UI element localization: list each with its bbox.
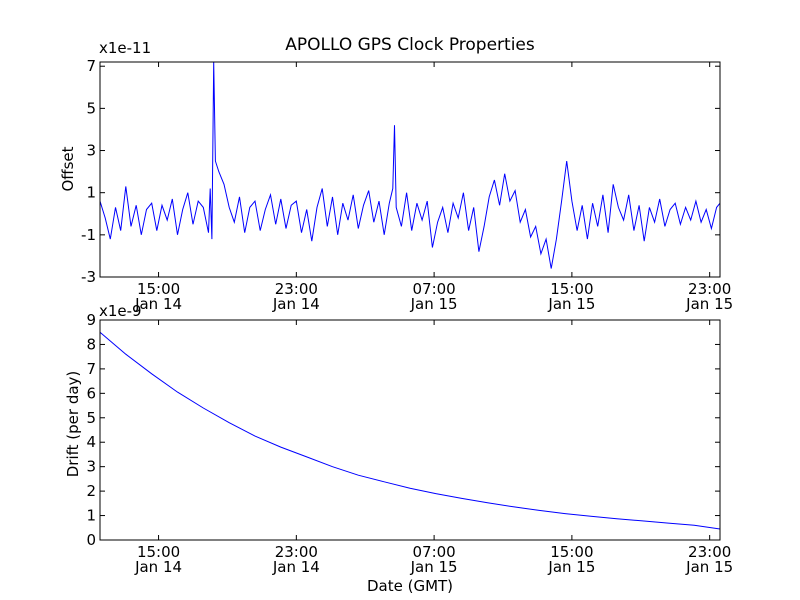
offset-y-tick-label: 1 xyxy=(86,184,96,202)
drift-series-line xyxy=(99,331,721,530)
drift-x-tick-time: 23:00 xyxy=(688,543,731,561)
drift-y-tick-label: 6 xyxy=(86,384,96,402)
drift-x-tick-time: 15:00 xyxy=(550,543,593,561)
drift-y-multiplier: x1e-9 xyxy=(99,302,142,320)
drift-y-tick-label: 8 xyxy=(86,335,96,353)
offset-y-axis-label: Offset xyxy=(59,146,77,191)
offset-x-tick-date: Jan 15 xyxy=(685,295,733,313)
drift-y-tick-label: 9 xyxy=(86,311,96,329)
offset-y-tick-label: -3 xyxy=(81,268,96,286)
drift-x-tick-date: Jan 15 xyxy=(685,558,733,576)
drift-x-tick-time: 07:00 xyxy=(412,543,455,561)
offset-y-multiplier: x1e-11 xyxy=(99,39,151,57)
drift-y-tick-label: 7 xyxy=(86,360,96,378)
drift-y-tick-label: 4 xyxy=(86,433,96,451)
drift-x-tick-time: 15:00 xyxy=(137,543,180,561)
drift-y-tick-label: 1 xyxy=(86,507,96,525)
offset-y-tick-label: 7 xyxy=(86,57,96,75)
drift-x-tick-date: Jan 15 xyxy=(410,558,458,576)
offset-x-tick-time: 15:00 xyxy=(550,280,593,298)
offset-axes-frame xyxy=(99,61,721,278)
offset-series-line xyxy=(99,61,721,269)
drift-x-tick-time: 23:00 xyxy=(275,543,318,561)
offset-x-tick-date: Jan 14 xyxy=(272,295,320,313)
offset-y-ticks: -3 -1 1 3 5 7 xyxy=(81,57,720,286)
offset-x-tick-time: 07:00 xyxy=(412,280,455,298)
drift-x-tick-date: Jan 15 xyxy=(547,558,595,576)
offset-plot-area xyxy=(99,61,721,269)
offset-x-tick-date: Jan 15 xyxy=(410,295,458,313)
x-axis-label: Date (GMT) xyxy=(367,577,453,595)
drift-x-tick-date: Jan 14 xyxy=(134,558,182,576)
drift-y-tick-label: 0 xyxy=(86,531,96,549)
drift-y-ticks: 0 1 2 3 4 5 6 7 8 9 xyxy=(86,311,720,549)
drift-y-tick-label: 2 xyxy=(86,482,96,500)
offset-x-tick-time: 23:00 xyxy=(275,280,318,298)
offset-x-tick-date: Jan 15 xyxy=(547,295,595,313)
drift-y-tick-label: 5 xyxy=(86,409,96,427)
drift-y-axis-label: Drift (per day) xyxy=(64,371,82,478)
offset-x-tick-time: 23:00 xyxy=(688,280,731,298)
chart-title: APOLLO GPS Clock Properties xyxy=(285,35,535,55)
offset-y-tick-label: -1 xyxy=(81,226,96,244)
offset-x-tick-time: 15:00 xyxy=(137,280,180,298)
drift-y-tick-label: 3 xyxy=(86,458,96,476)
offset-x-tick-date: Jan 14 xyxy=(134,295,182,313)
drift-plot-area xyxy=(99,331,721,530)
offset-y-tick-label: 5 xyxy=(86,99,96,117)
drift-x-tick-date: Jan 14 xyxy=(272,558,320,576)
drift-axes-frame xyxy=(99,319,721,541)
offset-y-tick-label: 3 xyxy=(86,142,96,160)
